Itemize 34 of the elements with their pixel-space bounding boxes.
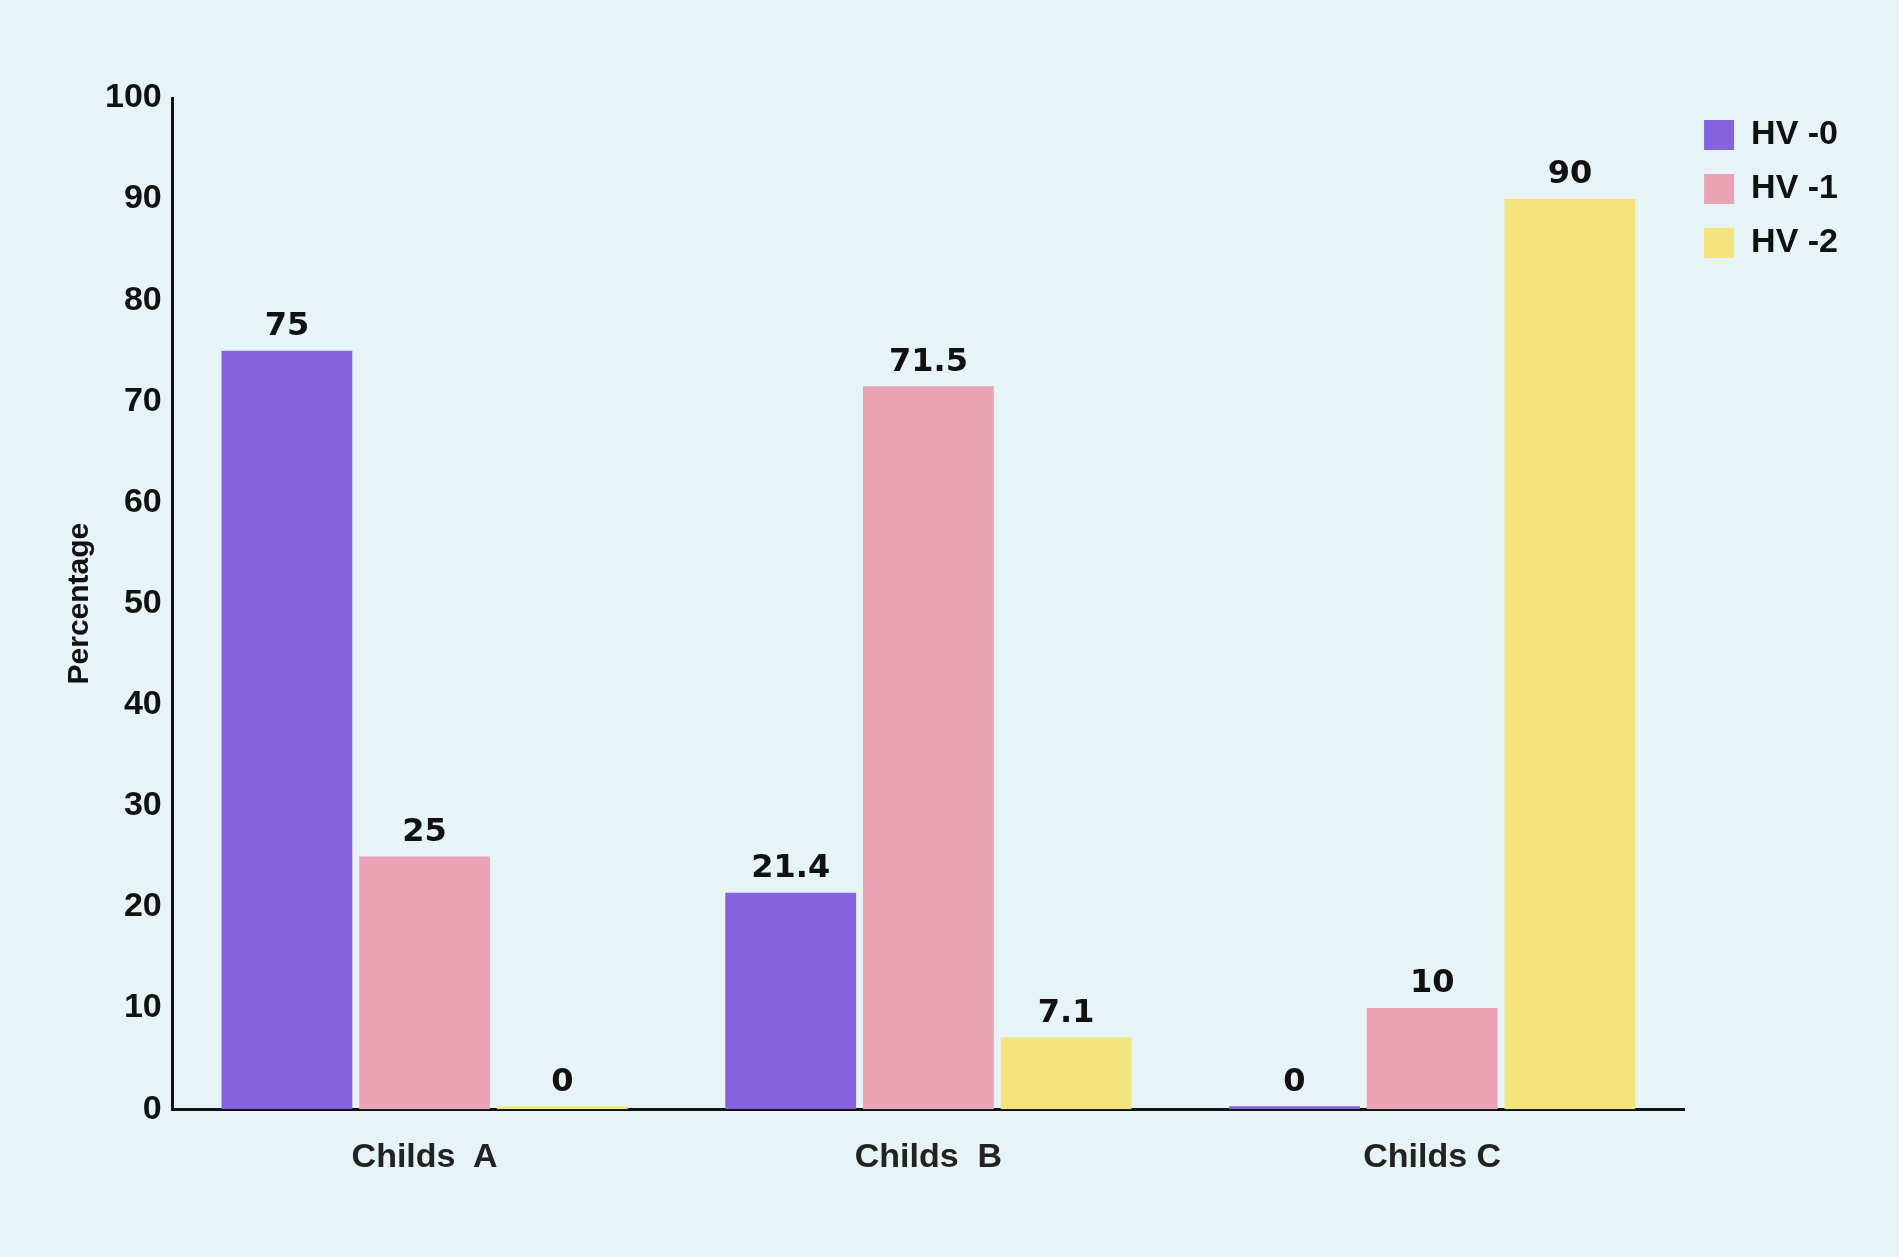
y-tick-label: 60	[123, 480, 162, 519]
bar	[863, 386, 994, 1110]
legend-label: HV -1	[1751, 167, 1839, 206]
y-tick-label: 40	[123, 683, 162, 722]
x-tick-label: Childs B	[854, 1135, 1003, 1174]
data-label: 25	[402, 810, 447, 849]
legend-label: HV -2	[1751, 221, 1839, 260]
data-label: 71.5	[888, 340, 968, 379]
bar	[1366, 1008, 1498, 1110]
y-tick-label: 70	[123, 379, 162, 418]
data-label: 0	[551, 1060, 574, 1099]
data-label: 0	[1283, 1060, 1306, 1099]
y-tick-label: 30	[123, 784, 162, 823]
x-tick-label: Childs A	[351, 1135, 498, 1174]
data-label: 7.1	[1037, 991, 1095, 1030]
bar	[221, 350, 353, 1110]
y-tick-label: 90	[123, 177, 162, 216]
bar	[359, 856, 491, 1110]
y-axis-title: Percentage	[61, 522, 95, 685]
bar	[1504, 199, 1636, 1110]
data-label: 75	[264, 305, 310, 344]
y-tick-label: 20	[123, 885, 162, 924]
x-tick-label: Childs C	[1363, 1135, 1502, 1174]
data-label: 90	[1547, 153, 1593, 192]
y-tick-label: 100	[104, 76, 162, 115]
data-label: 10	[1409, 962, 1455, 1001]
bar	[1000, 1037, 1132, 1110]
y-tick-label: 10	[123, 986, 162, 1025]
y-tick-label: 0	[142, 1087, 162, 1126]
y-tick-label: 50	[123, 581, 162, 620]
bar	[725, 892, 857, 1110]
legend-label: HV -0	[1751, 113, 1839, 152]
y-tick-label: 80	[123, 278, 162, 317]
data-label: 21.4	[751, 847, 831, 886]
